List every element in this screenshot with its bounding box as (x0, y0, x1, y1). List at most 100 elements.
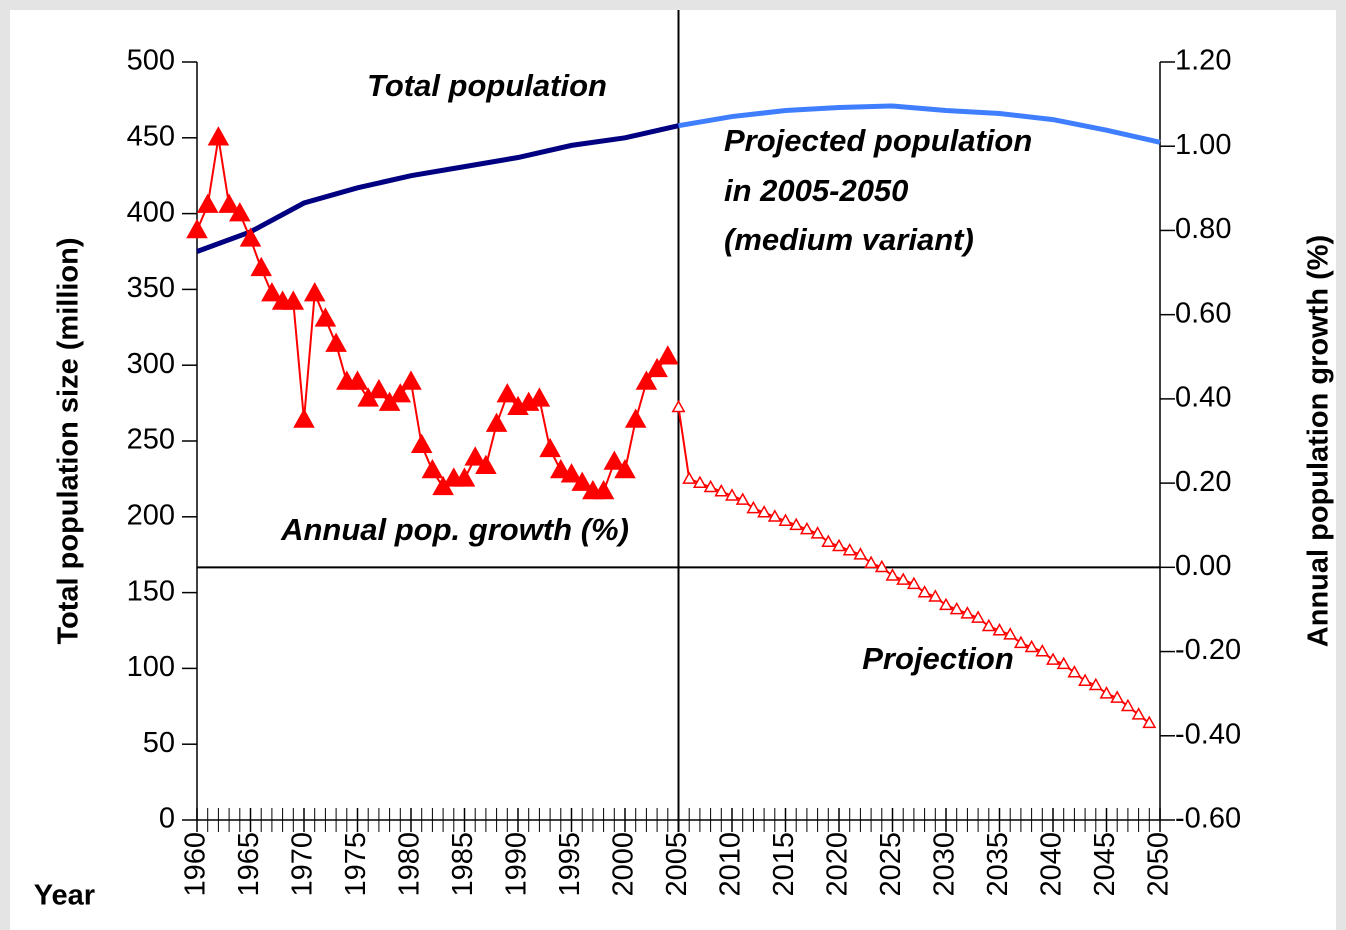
data-point (1067, 665, 1082, 678)
data-point (368, 378, 390, 399)
data-point (906, 576, 921, 590)
data-point (571, 471, 593, 491)
data-point (528, 387, 551, 407)
data-point (464, 446, 486, 466)
data-point (389, 383, 412, 403)
x-axis-label: Year (34, 880, 95, 912)
data-point (939, 597, 953, 611)
y-tick-label: 300 (127, 348, 175, 380)
data-point (1142, 715, 1157, 729)
data-point (692, 475, 707, 489)
series-line (196, 123, 680, 254)
data-point (789, 517, 804, 531)
data-point (1131, 707, 1146, 720)
data-point (832, 538, 846, 552)
data-point (496, 383, 519, 403)
x-tick-label: 1990 (501, 832, 533, 897)
y2-tick-label: 1.00 (1175, 129, 1231, 161)
y2-tick-label: 0.60 (1175, 297, 1231, 329)
data-point (282, 290, 305, 310)
x-tick-label: 2000 (608, 832, 640, 897)
x-tick-label: 2045 (1089, 832, 1121, 897)
data-point (624, 408, 647, 428)
y2-tick-label: -0.60 (1175, 803, 1241, 835)
x-tick-label: 2040 (1036, 832, 1068, 897)
chart-background (10, 10, 1336, 930)
x-tick-label: 2035 (982, 832, 1014, 897)
data-point (314, 307, 337, 327)
data-point (896, 572, 911, 585)
y2-tick-label: -0.40 (1175, 718, 1241, 750)
data-point (1078, 673, 1093, 686)
data-point (560, 463, 583, 483)
data-point (614, 458, 636, 479)
y-tick-label: 400 (127, 196, 175, 228)
x-tick-label: 2050 (1143, 832, 1175, 897)
data-point (971, 610, 986, 623)
data-point (960, 606, 975, 619)
y2-axis-label: Annual population growth (%) (1303, 235, 1335, 647)
y-tick-label: 150 (127, 575, 175, 607)
y2-tick-label: 0.20 (1175, 466, 1231, 498)
data-point (864, 555, 879, 569)
y2-tick-label: -0.20 (1175, 634, 1241, 666)
data-point (799, 521, 814, 535)
data-point (810, 526, 825, 539)
data-point (346, 370, 369, 390)
data-point (735, 492, 750, 505)
x-tick-label: 1995 (554, 832, 586, 897)
data-point (421, 458, 444, 479)
x-tick-label: 1975 (340, 832, 372, 897)
x-tick-label: 2015 (768, 832, 800, 897)
data-point (1099, 686, 1114, 699)
x-tick-label: 1965 (233, 832, 265, 897)
data-point (682, 471, 697, 484)
data-point (1046, 652, 1060, 665)
data-point (1056, 656, 1071, 670)
data-point (671, 399, 686, 413)
data-point (917, 585, 932, 598)
data-point (992, 622, 1007, 636)
data-point (767, 509, 782, 522)
y-tick-label: 200 (127, 499, 175, 531)
data-point (757, 505, 772, 518)
data-point (550, 458, 572, 479)
data-point (646, 357, 668, 378)
data-point (657, 345, 679, 365)
y2-tick-label: 1.20 (1175, 45, 1231, 77)
y2-tick-label: 0.40 (1175, 382, 1231, 414)
y-tick-label: 50 (143, 727, 175, 759)
series-line (678, 103, 1161, 145)
data-point (229, 202, 251, 222)
data-point (603, 450, 626, 470)
data-point (1024, 639, 1039, 653)
data-point (778, 513, 793, 526)
annotation: (medium variant) (724, 222, 974, 257)
annotation: Projection (862, 641, 1014, 676)
data-point (874, 559, 889, 573)
data-point (539, 437, 561, 458)
x-tick-label: 1980 (394, 832, 426, 897)
data-point (293, 408, 315, 428)
data-point (949, 601, 964, 615)
data-point (821, 534, 836, 548)
y-tick-label: 500 (127, 45, 175, 77)
data-point (1003, 627, 1018, 640)
data-point (1120, 698, 1135, 712)
data-point (842, 542, 857, 556)
data-point (325, 332, 347, 352)
y-tick-label: 100 (127, 651, 175, 683)
data-point (746, 500, 761, 514)
y2-tick-label: 0.80 (1175, 213, 1231, 245)
y-tick-label: 250 (127, 424, 175, 456)
x-tick-label: 2030 (929, 832, 961, 897)
data-point (218, 193, 240, 213)
x-tick-label: 2005 (661, 832, 693, 897)
data-point (485, 412, 508, 432)
y-tick-label: 450 (127, 120, 175, 152)
annotation: Projected population (724, 123, 1032, 158)
data-point (410, 433, 433, 453)
data-point (928, 589, 943, 602)
y-axis-label: Total population size (million) (53, 237, 85, 644)
